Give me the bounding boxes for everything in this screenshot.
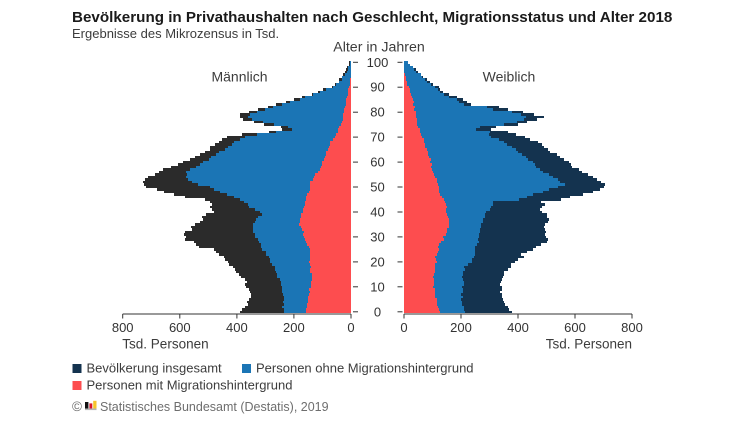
svg-text:Tsd. Personen: Tsd. Personen <box>122 337 208 352</box>
svg-text:Bevölkerung in Privathaushalte: Bevölkerung in Privathaushalten nach Ges… <box>72 9 672 26</box>
svg-text:50: 50 <box>370 180 384 195</box>
svg-text:600: 600 <box>169 320 191 335</box>
svg-text:80: 80 <box>370 105 384 120</box>
svg-text:800: 800 <box>621 320 643 335</box>
svg-text:Tsd. Personen: Tsd. Personen <box>546 337 632 352</box>
svg-text:200: 200 <box>450 320 472 335</box>
svg-text:0: 0 <box>347 320 354 335</box>
svg-text:©: © <box>72 399 82 414</box>
svg-text:70: 70 <box>370 130 384 145</box>
svg-text:Statistisches Bundesamt (Desta: Statistisches Bundesamt (Destatis), 2019 <box>100 400 329 414</box>
svg-text:40: 40 <box>370 205 384 220</box>
svg-text:400: 400 <box>226 320 248 335</box>
svg-text:Personen mit Migrationshinterg: Personen mit Migrationshintergrund <box>87 378 293 393</box>
svg-text:100: 100 <box>367 55 389 70</box>
svg-text:Personen ohne Migrationshinter: Personen ohne Migrationshintergrund <box>256 361 474 376</box>
svg-text:400: 400 <box>507 320 529 335</box>
svg-text:0: 0 <box>400 320 407 335</box>
svg-text:800: 800 <box>112 320 134 335</box>
svg-text:200: 200 <box>283 320 305 335</box>
svg-text:600: 600 <box>564 320 586 335</box>
svg-text:Alter in Jahren: Alter in Jahren <box>333 40 424 56</box>
svg-text:0: 0 <box>374 304 381 319</box>
svg-text:Männlich: Männlich <box>211 69 267 85</box>
svg-text:Ergebnisse des Mikrozensus in: Ergebnisse des Mikrozensus in Tsd. <box>72 26 279 41</box>
svg-text:30: 30 <box>370 229 384 244</box>
svg-text:90: 90 <box>370 80 384 95</box>
svg-text:60: 60 <box>370 155 384 170</box>
svg-text:Bevölkerung insgesamt: Bevölkerung insgesamt <box>87 361 223 376</box>
svg-text:20: 20 <box>370 254 384 269</box>
svg-text:10: 10 <box>370 279 384 294</box>
svg-text:Weiblich: Weiblich <box>483 69 536 85</box>
